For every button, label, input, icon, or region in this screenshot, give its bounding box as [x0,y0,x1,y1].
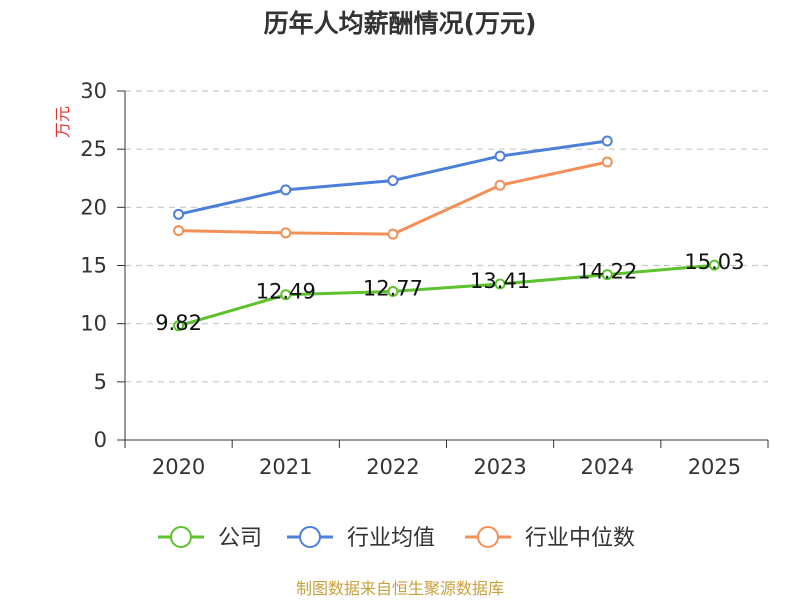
industry-median-point [280,227,292,239]
company-data-label: 12.77 [363,276,423,300]
x-tick-label: 2021 [259,455,312,479]
industry-median-point [173,225,185,237]
company-point [280,289,292,301]
y-tick-label: 10 [80,312,107,336]
legend-item-industry-median[interactable]: 行业中位数 [465,526,635,551]
company-point [173,320,185,332]
industry-average-point [601,135,613,147]
industry-median-point [387,228,399,240]
legend-label: 行业均值 [347,526,435,551]
company-point [387,285,399,297]
y-axis-title: 万元 [53,106,72,138]
company-point [494,278,506,290]
x-tick-label: 2022 [366,455,419,479]
legend-label: 公司 [218,526,262,551]
x-tick-label: 2025 [688,455,741,479]
industry-median-line [178,160,608,236]
legend-label: 行业中位数 [525,526,635,551]
industry-median-point [494,179,506,191]
y-tick-label: 20 [80,195,107,219]
grid [125,90,768,383]
y-tick-label: 0 [94,428,107,452]
company-data-label: 12.49 [256,280,316,304]
y-tick-label: 5 [94,370,107,394]
x-tick-label: 2023 [473,455,526,479]
company-data-label: 14.22 [577,260,637,284]
industry-average-point [387,175,399,187]
industry-average-point [173,208,185,220]
company-point [708,259,720,271]
y-tick-label: 25 [80,137,107,161]
legend-marker [477,526,499,548]
company-line [178,263,715,328]
legend-marker [170,526,192,548]
plot-area: 9.82 12.49 12.77 13.41 14.22 15.03 [155,135,744,335]
y-tick-label: 15 [80,254,107,278]
industry-average-point [280,184,292,196]
x-tick-label: 2020 [152,455,205,479]
legend: 公司 行业均值 行业中位数 [158,526,635,551]
x-tick-label: 2024 [581,455,634,479]
source-footer: 制图数据来自恒生聚源数据库 [296,579,504,598]
legend-item-industry-average[interactable]: 行业均值 [287,526,435,551]
industry-median-point [601,156,613,168]
y-tick-label: 30 [80,79,107,103]
industry-average-point [494,150,506,162]
company-data-label: 13.41 [470,269,530,293]
legend-marker [299,526,321,548]
chart-title: 历年人均薪酬情况(万元) [264,9,537,38]
company-data-label: 9.82 [155,311,202,335]
legend-item-company[interactable]: 公司 [158,526,262,551]
company-data-label: 15.03 [684,250,744,274]
company-point [601,269,613,281]
